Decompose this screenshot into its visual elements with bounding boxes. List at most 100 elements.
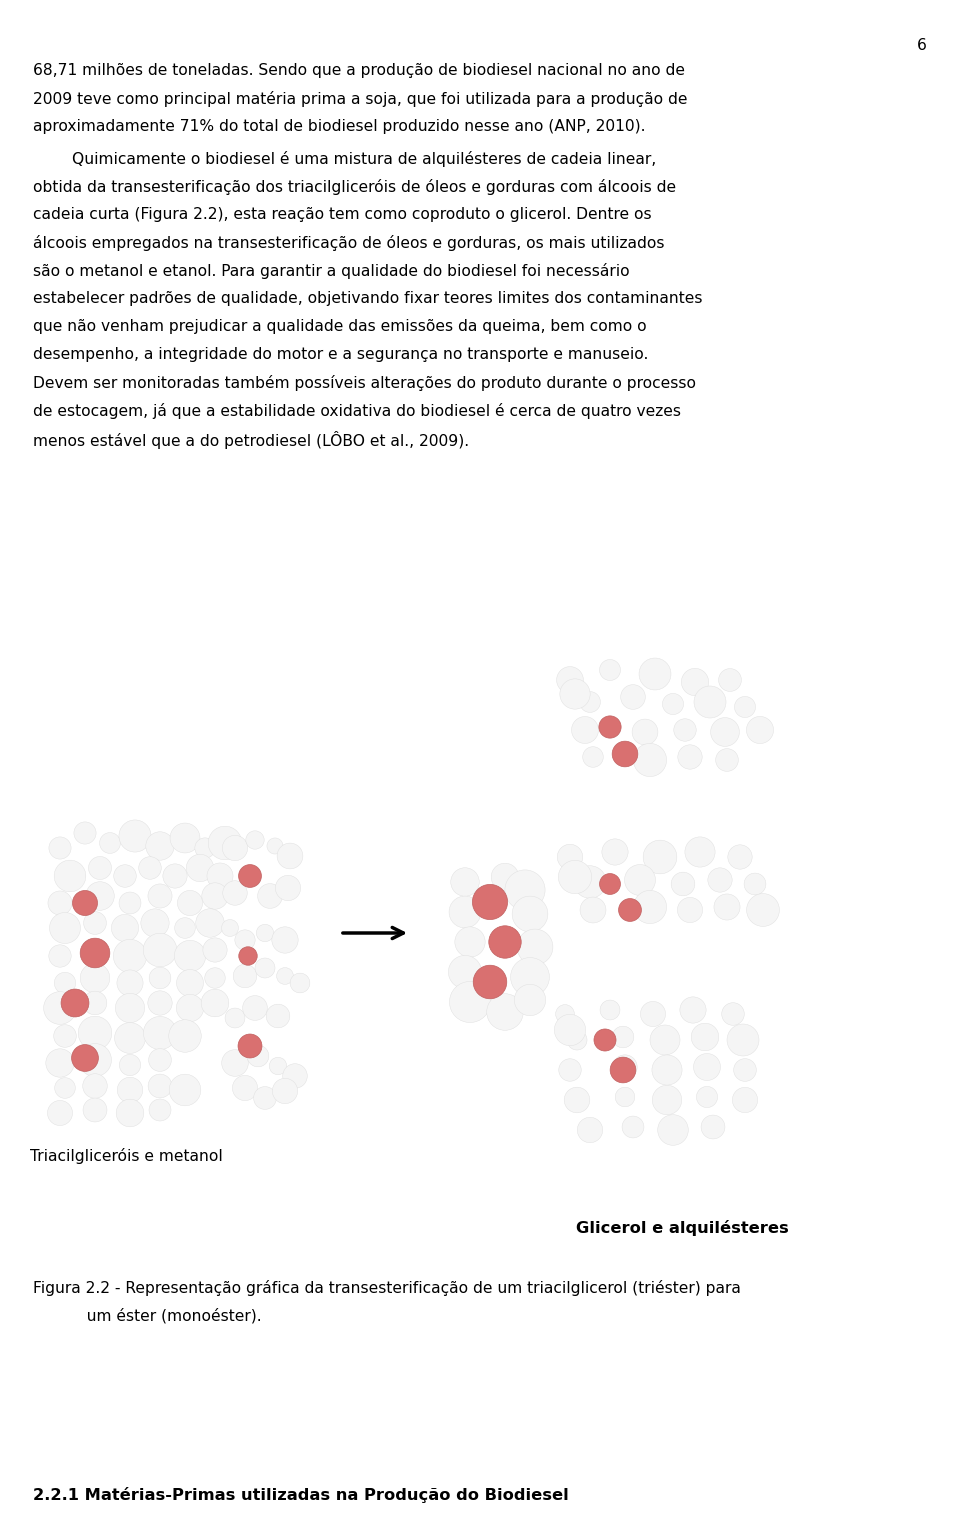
Circle shape <box>115 993 145 1023</box>
Circle shape <box>54 860 85 892</box>
Circle shape <box>612 1055 637 1079</box>
Circle shape <box>625 865 656 895</box>
Circle shape <box>451 868 479 897</box>
Text: Triacilgliceróis e metanol: Triacilgliceróis e metanol <box>30 1148 223 1164</box>
Circle shape <box>564 1087 589 1113</box>
Circle shape <box>583 747 603 768</box>
Circle shape <box>678 745 702 770</box>
Circle shape <box>682 668 708 696</box>
Circle shape <box>238 1035 262 1058</box>
Circle shape <box>691 1023 719 1050</box>
Circle shape <box>722 1003 744 1026</box>
Circle shape <box>84 992 107 1015</box>
Circle shape <box>88 857 111 880</box>
Circle shape <box>571 716 598 744</box>
Circle shape <box>678 897 703 923</box>
Circle shape <box>701 1114 725 1139</box>
Circle shape <box>202 883 228 909</box>
Circle shape <box>599 716 621 737</box>
Circle shape <box>117 1078 143 1102</box>
Circle shape <box>119 1055 140 1076</box>
Circle shape <box>574 866 607 898</box>
Circle shape <box>177 969 204 996</box>
Circle shape <box>559 860 591 894</box>
Text: cadeia curta (Figura 2.2), esta reação tem como coproduto o glicerol. Dentre os: cadeia curta (Figura 2.2), esta reação t… <box>33 207 652 222</box>
Circle shape <box>81 938 109 967</box>
Circle shape <box>290 973 310 993</box>
Text: Glicerol e alquilésteres: Glicerol e alquilésteres <box>576 1220 788 1236</box>
Circle shape <box>81 963 109 993</box>
Circle shape <box>113 865 136 888</box>
Circle shape <box>515 984 545 1016</box>
Text: Figura 2.2 - Representação gráfica da transesterificação de um triacilglicerol (: Figura 2.2 - Representação gráfica da tr… <box>33 1280 741 1295</box>
Circle shape <box>277 843 303 869</box>
Circle shape <box>85 881 114 911</box>
Circle shape <box>727 1024 759 1056</box>
Text: Devem ser monitoradas também possíveis alterações do produto durante o processo: Devem ser monitoradas também possíveis a… <box>33 376 696 391</box>
Circle shape <box>710 717 739 747</box>
Circle shape <box>734 696 756 717</box>
Circle shape <box>580 691 600 713</box>
Circle shape <box>223 881 248 906</box>
Circle shape <box>208 826 242 860</box>
Circle shape <box>175 918 195 938</box>
Circle shape <box>511 958 549 996</box>
Circle shape <box>203 938 228 963</box>
Circle shape <box>175 940 205 972</box>
Circle shape <box>567 1030 587 1050</box>
Circle shape <box>632 719 658 745</box>
Circle shape <box>232 1076 257 1101</box>
Circle shape <box>473 966 507 1000</box>
Circle shape <box>257 883 282 909</box>
Circle shape <box>680 996 707 1023</box>
Text: de estocagem, já que a estabilidade oxidativa do biodiesel é cerca de quatro vez: de estocagem, já que a estabilidade oxid… <box>33 403 681 419</box>
Circle shape <box>557 667 584 693</box>
Text: 2009 teve como principal matéria prima a soja, que foi utilizada para a produção: 2009 teve como principal matéria prima a… <box>33 90 687 107</box>
Circle shape <box>612 740 637 766</box>
Circle shape <box>246 831 264 849</box>
Circle shape <box>116 1099 144 1127</box>
Circle shape <box>732 1087 757 1113</box>
Text: 6: 6 <box>917 38 927 54</box>
Circle shape <box>272 927 299 954</box>
Circle shape <box>273 1078 298 1104</box>
Circle shape <box>223 835 248 860</box>
Circle shape <box>149 1049 172 1072</box>
Circle shape <box>186 854 214 881</box>
Circle shape <box>207 863 233 889</box>
Circle shape <box>100 832 120 854</box>
Circle shape <box>554 1015 586 1046</box>
Circle shape <box>684 837 715 868</box>
Circle shape <box>652 1085 682 1114</box>
Circle shape <box>556 1004 574 1024</box>
Circle shape <box>149 967 171 989</box>
Text: menos estável que a do petrodiesel (LÔBO et al., 2009).: menos estável que a do petrodiesel (LÔBO… <box>33 431 469 449</box>
Circle shape <box>148 990 172 1015</box>
Circle shape <box>163 865 187 888</box>
Circle shape <box>46 1049 74 1078</box>
Circle shape <box>54 1024 76 1047</box>
Circle shape <box>634 891 666 923</box>
Circle shape <box>222 920 238 937</box>
Circle shape <box>146 832 174 860</box>
Text: 68,71 milhões de toneladas. Sendo que a produção de biodiesel nacional no ano de: 68,71 milhões de toneladas. Sendo que a … <box>33 63 685 78</box>
Circle shape <box>472 885 508 920</box>
Circle shape <box>195 839 215 858</box>
Circle shape <box>708 868 732 892</box>
Circle shape <box>270 1058 287 1075</box>
Circle shape <box>49 837 71 858</box>
Circle shape <box>255 958 275 978</box>
Circle shape <box>652 1055 682 1085</box>
Circle shape <box>674 719 696 742</box>
Circle shape <box>149 1099 171 1121</box>
Circle shape <box>696 1087 717 1107</box>
Text: um éster (monoéster).: um éster (monoéster). <box>33 1308 262 1323</box>
Circle shape <box>671 872 695 895</box>
Circle shape <box>73 891 98 915</box>
Circle shape <box>489 926 521 958</box>
Circle shape <box>78 1016 111 1050</box>
Circle shape <box>111 914 138 941</box>
Circle shape <box>119 820 151 852</box>
Circle shape <box>143 934 177 967</box>
Text: que não venham prejudicar a qualidade das emissões da queima, bem como o: que não venham prejudicar a qualidade da… <box>33 319 647 334</box>
